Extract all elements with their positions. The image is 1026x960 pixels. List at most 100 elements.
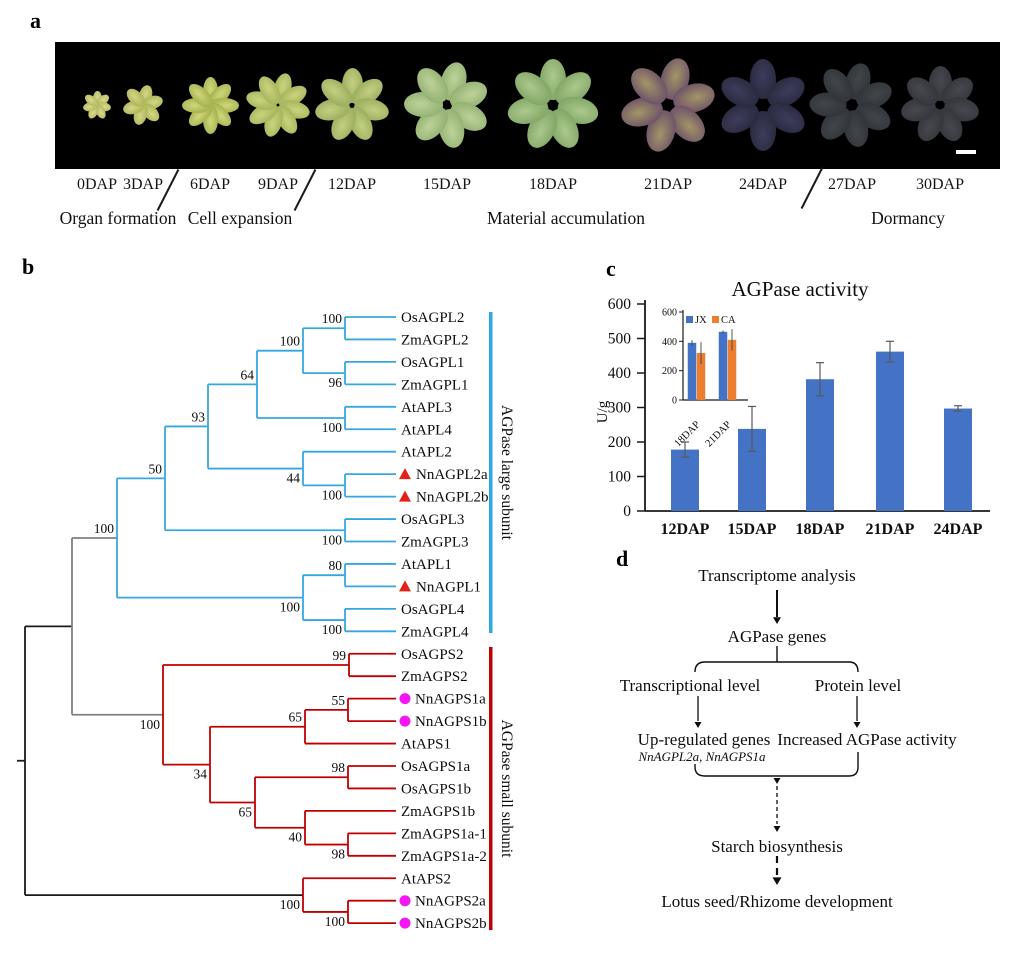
circle-marker [399,895,411,907]
support-value: 44 [287,471,301,486]
panel-d-letter: d [616,546,629,571]
support-value: 100 [280,334,301,349]
arrowhead [773,617,781,624]
panel-c-letter: c [606,256,616,281]
flow-bracket [694,661,859,673]
support-value: 98 [332,847,346,862]
inset-bar-CA-18DAP [696,353,706,400]
triangle-marker [399,468,411,480]
y-tick-label: 400 [608,365,632,382]
support-value: 99 [333,648,347,663]
flow-starch-biosynthesis: Starch biosynthesis [711,837,843,856]
phase-label: Dormancy [871,208,945,228]
support-value: 96 [329,375,343,390]
tip-label-ZmAGPS2: ZmAGPS2 [401,669,468,685]
tip-label-ZmAGPL2: ZmAGPL2 [401,332,469,348]
inset-bar-CA-21DAP [727,339,737,400]
x-tick-label: 15DAP [728,521,777,538]
support-value: 93 [192,409,206,424]
clade-bar [489,647,493,930]
panel-b-letter: b [22,254,35,279]
x-tick-label: 12DAP [661,521,710,538]
flow-increased-activity: Increased AGPase activity [777,730,957,749]
flow-transcriptome-analysis: Transcriptome analysis [698,566,856,585]
inset-bar-JX-18DAP [687,342,697,400]
tip-label-ZmAGPL4: ZmAGPL4 [401,624,469,640]
bar-15DAP [738,428,766,511]
tip-label-AtAPL2: AtAPL2 [401,445,452,461]
support-value: 64 [241,367,255,382]
y-tick-label: 100 [608,469,632,486]
inset-y-tick: 200 [662,366,677,377]
support-value: 65 [239,804,253,819]
support-value: 100 [280,897,301,912]
inset-y-tick: 600 [662,308,677,319]
phase-label: Material accumulation [487,208,645,228]
clade-bar [489,312,493,633]
tip-label-NnAGPS1a: NnAGPS1a [415,692,486,708]
x-tick-label: 18DAP [796,521,845,538]
support-value: 50 [149,461,163,476]
inset-x-tick: 18DAP [673,419,703,449]
bar-18DAP [806,379,834,511]
bar-12DAP [671,449,699,511]
circle-marker [399,715,411,727]
legend-label-CA: CA [721,315,736,326]
dap-label-18DAP: 18DAP [528,176,578,193]
flow-lotus-development: Lotus seed/Rhizome development [661,892,893,911]
support-value: 100 [322,420,343,435]
dap-label-15DAP: 15DAP [422,176,472,193]
y-tick-label: 0 [623,503,631,520]
tip-label-AtAPS1: AtAPS1 [401,737,451,753]
y-axis-label: U/g [595,400,611,423]
triangle-marker [399,490,411,502]
clade-label: AGPase large subunit [498,405,515,541]
flow-upregulated-gene-names: NnAGPL2a, NnAGPS1a [638,749,766,764]
tip-label-OsAGPS2: OsAGPS2 [401,647,464,663]
support-value: 55 [332,693,346,708]
support-value: 34 [194,767,208,782]
support-value: 40 [289,830,303,845]
dap-label-24DAP: 24DAP [738,176,788,193]
inset-bar-JX-21DAP [718,331,728,400]
inset-x-tick: 21DAP [704,419,734,449]
slash-mark [800,167,824,209]
dap-label-27DAP: 27DAP [827,176,877,193]
tip-label-NnAGPS2a: NnAGPS2a [415,894,486,910]
tip-label-ZmAGPL1: ZmAGPL1 [401,377,469,393]
support-value: 100 [94,521,115,536]
arrowhead [773,826,781,832]
flow-protein-level: Protein level [814,676,902,695]
y-tick-label: 300 [608,400,632,417]
support-value: 98 [332,760,346,775]
support-value: 100 [322,311,343,326]
legend-swatch-CA [712,316,719,323]
arrowhead [772,877,782,885]
flow-transcriptional-level: Transcriptional level [619,676,761,695]
phase-label: Organ formation [59,208,177,228]
tip-label-AtAPS2: AtAPS2 [401,871,451,887]
y-tick-label: 600 [608,296,632,313]
legend-swatch-JX [686,316,693,323]
inset-y-tick: 0 [672,396,677,407]
scale-bar [956,150,976,154]
support-value: 65 [289,710,303,725]
support-value: 100 [322,622,343,637]
arrowhead [853,722,861,728]
dap-label-3DAP: 3DAP [122,176,164,193]
support-value: 100 [325,914,346,929]
triangle-marker [399,580,411,592]
support-value: 100 [140,717,161,732]
flow-agpase-genes: AGPase genes [727,627,827,646]
support-value: 100 [280,600,301,615]
dap-label-0DAP: 0DAP [76,176,118,193]
tip-label-OsAGPL2: OsAGPL2 [401,310,464,326]
support-value: 100 [322,487,343,502]
panel-a-letter: a [30,8,41,33]
tip-label-AtAPL3: AtAPL3 [401,400,452,416]
tip-label-OsAGPL3: OsAGPL3 [401,512,464,528]
tip-label-OsAGPL1: OsAGPL1 [401,355,464,371]
dap-label-30DAP: 30DAP [915,176,965,193]
tip-label-NnAGPL1: NnAGPL1 [416,579,481,595]
